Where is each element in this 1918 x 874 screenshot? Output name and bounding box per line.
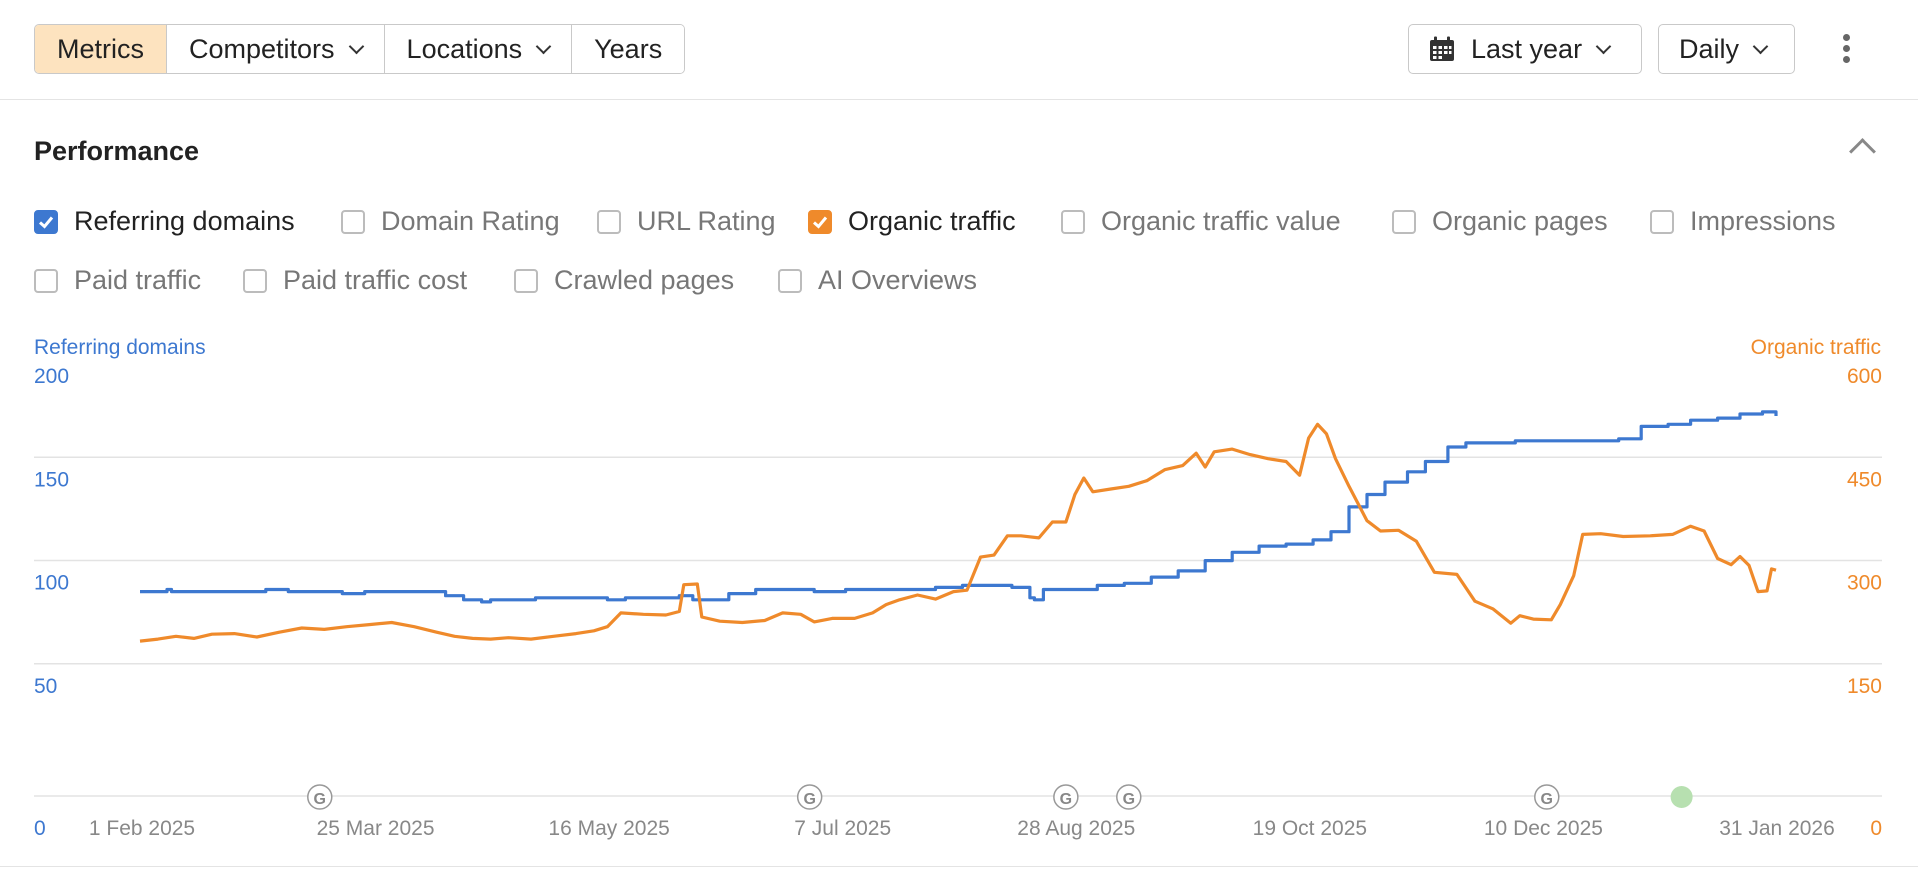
metric-paid-traffic[interactable]: Paid traffic [34,265,201,296]
x-tick-label: 16 May 2025 [548,817,669,840]
chevron-down-icon [1595,38,1612,54]
tab-locations-label: Locations [406,33,523,64]
tab-metrics-label: Metrics [57,33,144,64]
left-tick-label: 50 [34,675,57,698]
tab-metrics[interactable]: Metrics [35,25,167,73]
kebab-icon[interactable] [1832,30,1860,70]
metric-label: AI Overviews [818,265,978,295]
tab-locations[interactable]: Locations [384,25,573,73]
google-marker-label: G [1541,791,1553,808]
google-icon [1053,784,1079,810]
metric-label: Organic traffic [848,206,1016,236]
right-tick-label: 300 [1847,572,1882,595]
referring-domains-line [140,410,1778,604]
calendar-icon [1430,36,1454,61]
organic-traffic-line [139,422,1777,643]
metric-paid-traffic-cost[interactable]: Paid traffic cost [243,265,467,296]
left-tick-label: 0 [34,817,46,840]
tab-years-label: Years [594,33,663,64]
metric-organic-pages[interactable]: Organic pages [1392,206,1608,237]
left-tick-label: 150 [34,468,69,491]
granularity-dropdown[interactable]: Daily [1658,24,1795,74]
metric-referring-domains[interactable]: Referring domains [34,206,295,237]
metric-impressions[interactable]: Impressions [1650,206,1836,237]
left-tick-label: 100 [34,572,69,595]
metric-organic-traffic-value[interactable]: Organic traffic value [1061,206,1341,237]
right-tick-label: 450 [1847,468,1882,491]
x-tick-label: 1 Feb 2025 [89,817,195,840]
date-range-label: Last year [1471,33,1583,64]
x-tick-label: 31 Jan 2026 [1719,817,1835,840]
chevron-down-icon [348,38,364,54]
chevron-down-icon [1752,38,1769,54]
metric-label: Referring domains [74,206,295,236]
google-icon [1116,784,1142,810]
checkbox-icon[interactable] [514,268,538,293]
google-marker-label: G [314,791,326,808]
tab-competitors[interactable]: Competitors [167,25,385,73]
checkbox-icon[interactable] [341,209,365,234]
metric-domain-rating[interactable]: Domain Rating [341,206,560,237]
performance-chart[interactable]: 0 50 100 150 200 0 150 300 450 600 1 Feb 2025 25 … [0,360,1918,860]
google-update-marker: G [1534,784,1560,810]
x-tick-label: 7 Jul 2025 [794,817,891,840]
google-icon [796,784,823,810]
google-icon [1534,784,1560,810]
right-tick-label: 600 [1847,365,1882,388]
metric-label: URL Rating [637,206,776,236]
panel-title: Performance [34,136,200,166]
checkbox-checked-icon[interactable] [34,209,58,234]
right-tick-label: 0 [1870,817,1882,840]
metric-label: Paid traffic [74,265,202,295]
metric-label: Paid traffic cost [283,265,468,295]
checkbox-icon[interactable] [1061,209,1085,234]
left-axis-title: Referring domains [34,336,206,359]
checkbox-checked-icon[interactable] [808,209,832,234]
metric-label: Crawled pages [554,265,735,295]
google-update-marker: G [307,784,333,810]
google-update-marker: G [1116,784,1142,810]
x-tick-label: 10 Dec 2025 [1484,817,1603,840]
metric-label: Domain Rating [381,206,560,236]
divider [0,866,1918,867]
right-tick-label: 150 [1847,675,1882,698]
checkbox-icon[interactable] [597,209,621,234]
checkbox-icon[interactable] [34,268,58,293]
google-update-marker: G [1053,784,1079,810]
google-marker-label: G [803,791,815,808]
google-marker-label: G [1060,791,1072,808]
right-axis-title: Organic traffic [1750,336,1881,359]
metric-ai-overviews[interactable]: AI Overviews [778,265,977,296]
google-update-marker: G [796,784,823,810]
view-tabs: Metrics Competitors Locations Years [34,24,686,74]
checkbox-icon[interactable] [1650,209,1674,234]
toolbar: Metrics Competitors Locations Years Last… [0,0,1918,100]
metric-organic-traffic[interactable]: Organic traffic [808,206,1016,237]
x-tick-label: 19 Oct 2025 [1253,817,1367,840]
metric-label: Organic pages [1432,206,1608,236]
checkbox-icon[interactable] [1392,209,1416,234]
checkbox-icon[interactable] [243,268,267,293]
x-tick-label: 28 Aug 2025 [1017,817,1135,840]
annotation-marker [1670,786,1693,808]
checkbox-icon[interactable] [778,268,802,293]
tab-competitors-label: Competitors [189,33,335,64]
metric-crawled-pages[interactable]: Crawled pages [514,265,734,296]
left-tick-label: 200 [34,365,69,388]
metric-label: Organic traffic value [1101,206,1341,236]
google-marker-label: G [1123,791,1135,808]
x-tick-label: 25 Mar 2025 [317,817,435,840]
granularity-label: Daily [1679,33,1740,64]
chevron-down-icon [535,38,552,54]
tab-years[interactable]: Years [572,25,685,73]
metric-label: Impressions [1690,206,1836,236]
google-icon [307,784,333,810]
metric-url-rating[interactable]: URL Rating [597,206,776,237]
date-range-dropdown[interactable]: Last year [1408,24,1642,74]
